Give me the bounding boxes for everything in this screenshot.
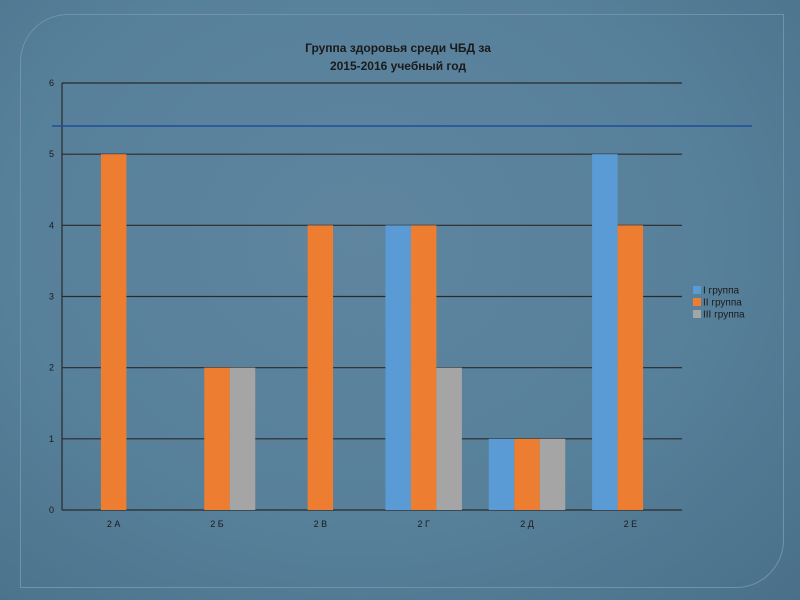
chart-title-line-2: 2015-2016 учебный год — [330, 59, 467, 73]
y-tick-label: 0 — [49, 505, 54, 515]
y-tick-label: 3 — [49, 292, 54, 302]
x-tick-label: 2 Г — [417, 519, 430, 529]
bar-1-4 — [385, 225, 411, 511]
x-tick-label: 2 Д — [520, 519, 534, 529]
bar-2-5 — [514, 438, 540, 510]
bar-3-5 — [539, 438, 566, 510]
y-tick-label: 5 — [49, 149, 54, 159]
y-tick-label: 6 — [49, 78, 54, 88]
gridlines — [61, 82, 682, 511]
chart-title-line-1: Группа здоровья среди ЧБД за — [305, 41, 491, 55]
bar-1-5 — [488, 438, 515, 510]
x-tick-label: 2 А — [107, 519, 121, 529]
bar-2-6 — [617, 225, 644, 511]
legend-swatch — [693, 310, 701, 318]
legend-label: III группа — [703, 310, 745, 321]
legend-label: I группа — [703, 286, 739, 297]
bar-2-4 — [410, 225, 437, 511]
y-tick-label: 1 — [49, 434, 54, 444]
y-axis-ticks: 0 1 2 3 4 5 6 — [49, 78, 54, 515]
legend-label: II группа — [703, 298, 742, 309]
legend-swatch — [693, 298, 701, 306]
x-tick-label: 2 Е — [624, 519, 638, 529]
y-tick-label: 4 — [49, 220, 54, 230]
bar-2-3 — [307, 225, 334, 511]
bar-2-1 — [100, 154, 127, 510]
bar-1-6 — [592, 154, 618, 510]
x-tick-label: 2 В — [314, 519, 328, 529]
legend-swatch — [693, 286, 701, 294]
bar-2-2 — [204, 367, 230, 510]
bars — [100, 154, 644, 511]
y-tick-label: 2 — [49, 363, 54, 373]
x-tick-label: 2 Б — [210, 519, 224, 529]
x-axis-ticks: 2 А 2 Б 2 В 2 Г 2 Д 2 Е — [107, 519, 637, 529]
bar-3-2 — [229, 367, 256, 510]
bar-3-4 — [436, 367, 462, 510]
slide-frame — [20, 14, 784, 588]
